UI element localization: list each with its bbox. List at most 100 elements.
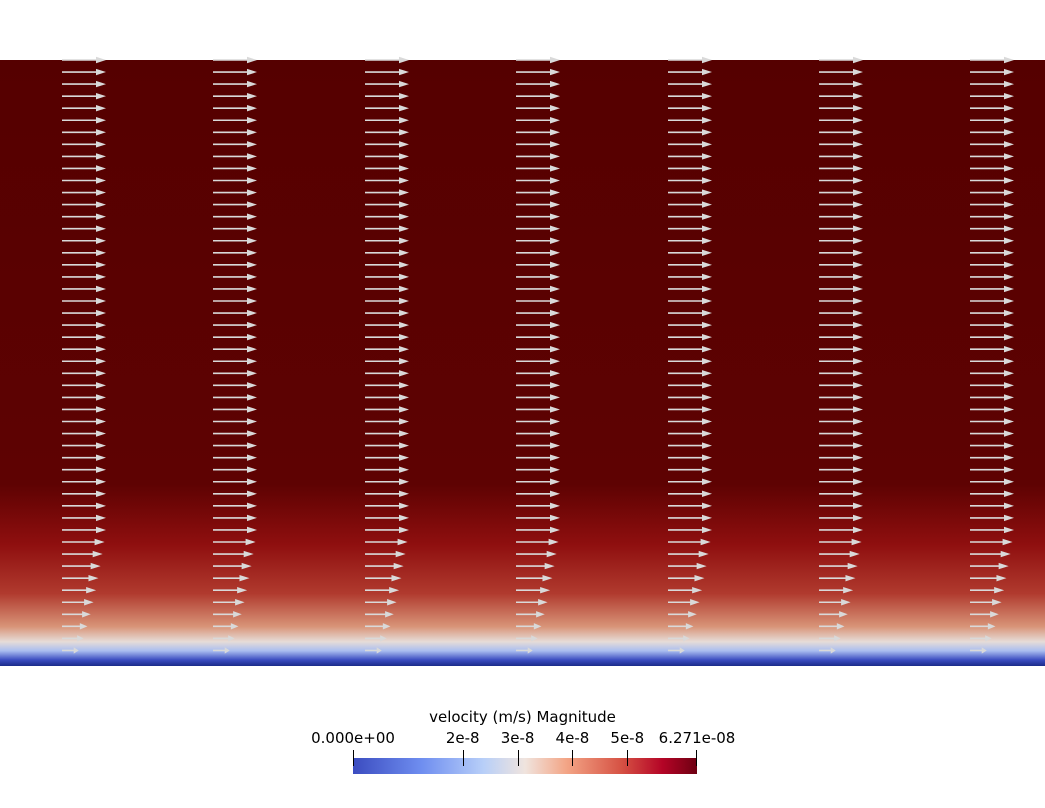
velocity-glyph-arrow — [819, 382, 863, 389]
velocity-glyph-arrow — [213, 56, 257, 64]
velocity-glyph-arrow — [365, 635, 387, 642]
velocity-glyph-arrow — [365, 225, 409, 232]
velocity-glyph-arrow — [62, 225, 106, 232]
velocity-glyph-arrow — [213, 478, 257, 485]
velocity-glyph-arrow — [819, 526, 863, 534]
velocity-glyph-arrow — [213, 261, 257, 269]
velocity-glyph-arrow — [970, 599, 1002, 606]
velocity-glyph-arrow — [365, 201, 409, 208]
velocity-glyph-arrow — [213, 466, 257, 473]
velocity-glyph-arrow — [668, 454, 712, 461]
velocity-glyph-arrow — [365, 623, 391, 630]
velocity-glyph-arrow — [516, 141, 560, 148]
velocity-glyph-arrow — [62, 514, 106, 522]
velocity-glyph-arrow — [970, 189, 1014, 196]
velocity-glyph-arrow — [516, 370, 560, 377]
velocity-glyph-arrow — [365, 297, 409, 305]
colorbar-tick — [696, 750, 697, 766]
velocity-glyph-arrow — [819, 358, 863, 365]
velocity-glyph-arrow — [819, 454, 863, 461]
velocity-glyph-arrow — [213, 502, 257, 510]
velocity-glyph-arrow — [970, 80, 1014, 88]
velocity-glyph-arrow — [819, 153, 863, 160]
velocity-glyph-arrow — [62, 201, 106, 208]
colorbar-tick — [463, 750, 464, 766]
velocity-glyph-arrow — [62, 454, 106, 461]
velocity-glyph-arrow — [970, 92, 1014, 100]
velocity-glyph-arrow — [970, 297, 1014, 305]
velocity-glyph-arrow — [668, 129, 712, 136]
velocity-glyph-arrow — [970, 514, 1014, 522]
velocity-glyph-arrow — [970, 56, 1014, 64]
velocity-glyph-arrow — [62, 550, 103, 558]
velocity-glyph-arrow — [365, 490, 409, 497]
velocity-glyph-arrow — [62, 370, 106, 377]
velocity-glyph-arrow — [213, 213, 257, 220]
velocity-glyph-arrow — [819, 490, 863, 497]
velocity-glyph-arrow — [62, 117, 106, 124]
velocity-glyph-arrow — [365, 358, 409, 365]
velocity-glyph-arrow — [668, 297, 712, 305]
velocity-glyph-arrow — [668, 189, 712, 196]
velocity-glyph-arrow — [668, 225, 712, 232]
velocity-glyph-arrow — [819, 562, 858, 570]
velocity-glyph-arrow — [213, 442, 257, 449]
velocity-glyph-arrow — [516, 225, 560, 232]
velocity-glyph-arrow — [365, 333, 409, 341]
velocity-glyph-arrow — [365, 117, 409, 124]
velocity-glyph-arrow — [668, 105, 712, 112]
velocity-glyph-arrow — [516, 297, 560, 305]
velocity-glyph-arrow — [819, 623, 845, 630]
velocity-glyph-arrow — [365, 611, 394, 618]
velocity-glyph-arrow — [365, 430, 409, 437]
velocity-glyph-arrow — [62, 418, 106, 425]
velocity-glyph-arrow — [365, 526, 409, 534]
velocity-glyph-arrow — [213, 550, 254, 558]
velocity-glyph-arrow — [365, 647, 382, 654]
velocity-glyph-arrow — [819, 635, 841, 642]
velocity-glyph-arrow — [819, 117, 863, 124]
velocity-glyph-arrow — [365, 129, 409, 136]
velocity-glyph-arrow — [365, 574, 402, 582]
velocity-glyph-arrow — [819, 346, 863, 353]
velocity-glyph-arrow — [819, 189, 863, 196]
velocity-glyph-arrow — [516, 550, 557, 558]
velocity-glyph-arrow — [213, 490, 257, 497]
velocity-glyph-arrow — [62, 297, 106, 305]
velocity-glyph-arrow — [819, 418, 863, 425]
velocity-glyph-arrow — [62, 574, 99, 582]
velocity-glyph-arrow — [819, 442, 863, 449]
velocity-glyph-arrow — [365, 442, 409, 449]
velocity-glyph-arrow — [668, 514, 712, 522]
velocity-glyph-arrow — [516, 346, 560, 353]
velocity-glyph-arrow — [970, 490, 1014, 497]
velocity-glyph-arrow — [970, 249, 1014, 256]
velocity-glyph-arrow — [516, 587, 551, 594]
velocity-glyph-arrow — [970, 502, 1014, 510]
velocity-glyph-arrow — [970, 225, 1014, 232]
velocity-glyph-arrow — [516, 538, 559, 546]
velocity-glyph-arrow — [668, 273, 712, 281]
glyph-column — [819, 56, 863, 654]
velocity-glyph-arrow — [668, 92, 712, 100]
velocity-glyph-arrow — [668, 177, 712, 184]
velocity-glyph-arrow — [365, 538, 408, 546]
velocity-glyph-arrow — [819, 333, 863, 341]
velocity-glyph-arrow — [213, 587, 248, 594]
velocity-glyph-arrow — [516, 129, 560, 136]
velocity-glyph-arrow — [365, 382, 409, 389]
velocity-glyph-arrow — [819, 611, 848, 618]
velocity-glyph-arrow — [213, 189, 257, 196]
velocity-glyph-arrow — [62, 129, 106, 136]
velocity-glyph-arrow — [516, 514, 560, 522]
velocity-glyph-arrow — [668, 80, 712, 88]
velocity-glyph-arrow — [62, 478, 106, 485]
glyph-column — [668, 56, 712, 654]
velocity-glyph-arrow — [970, 68, 1014, 76]
velocity-glyph-arrow — [516, 177, 560, 184]
velocity-glyph-arrow — [365, 406, 409, 413]
velocity-glyph-arrow — [516, 430, 560, 437]
velocity-glyph-arrow — [62, 635, 84, 642]
velocity-glyph-arrow — [970, 442, 1014, 449]
velocity-glyph-arrow — [365, 261, 409, 269]
